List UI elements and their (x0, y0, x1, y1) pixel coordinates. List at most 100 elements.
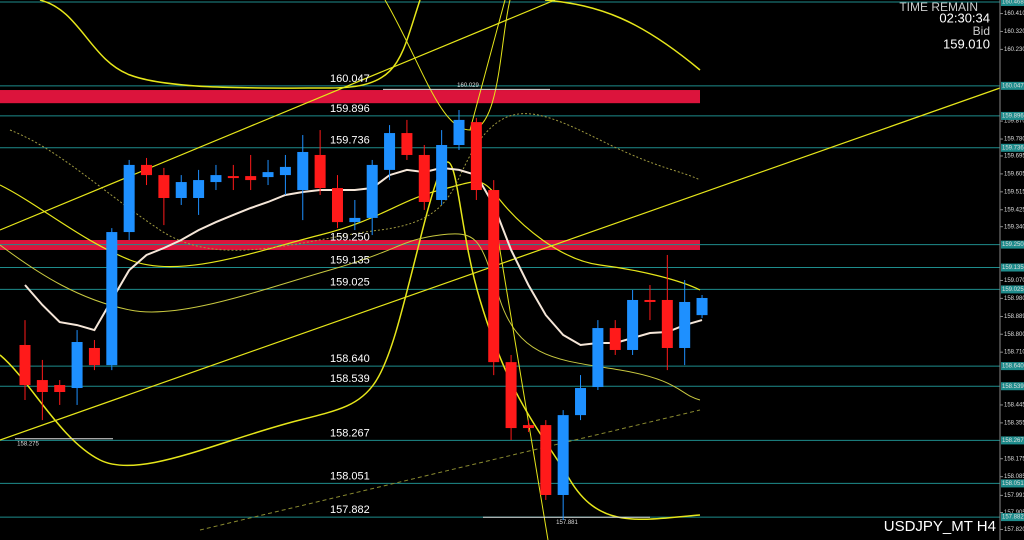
y-tick-label: 159.870 (1004, 119, 1024, 125)
candle-body (141, 164, 153, 176)
level-tag (1001, 81, 1024, 90)
y-tick-label: 158.355 (1004, 420, 1024, 426)
candle-body (193, 180, 205, 198)
candle-body (522, 425, 534, 429)
candle-body (297, 151, 309, 191)
candle-body (279, 166, 291, 176)
y-tick-label: 160.230 (1004, 47, 1024, 53)
candle-body (609, 328, 621, 350)
candle-body (505, 362, 517, 429)
y-tick-label: 158.889 (1004, 314, 1024, 320)
candle-body (557, 415, 569, 495)
candle-body (227, 176, 239, 179)
candle-body (54, 385, 66, 393)
level-tag (1001, 263, 1024, 272)
y-tick-label: 159.695 (1004, 154, 1024, 160)
candle-body (262, 172, 274, 178)
level-tag (1001, 513, 1024, 522)
candle-body (540, 425, 552, 495)
candle-body (19, 344, 31, 386)
candle-body (470, 122, 482, 191)
level-tag-label: 158.640 (1002, 364, 1024, 370)
candle-body (314, 154, 326, 189)
level-tag-label: 157.882 (1002, 515, 1024, 521)
moving-average (24, 166, 703, 347)
candle-body (88, 347, 100, 366)
level-tag-label: 159.250 (1002, 242, 1024, 248)
y-tick-label: 158.800 (1004, 332, 1024, 338)
price-zone (0, 90, 700, 104)
candle-body (418, 154, 430, 202)
level-tag (1001, 240, 1024, 249)
y-tick-label: 158.175 (1004, 456, 1024, 462)
level-label: 159.025 (330, 276, 370, 288)
level-label: 158.267 (330, 427, 370, 439)
candle-body (175, 182, 187, 198)
level-label: 160.468 (330, 0, 370, 1)
symbol: USDJPY_MT H4 (884, 518, 996, 535)
level-tag-label: 159.135 (1002, 265, 1024, 271)
marker-label: 157.881 (556, 520, 578, 526)
y-tick-label: 158.085 (1004, 474, 1024, 480)
marker-label: 158.275 (17, 441, 39, 447)
y-tick-label: 157.820 (1004, 527, 1024, 533)
level-tag (1001, 0, 1024, 6)
candle-body (245, 176, 257, 181)
candle-body (349, 217, 361, 223)
level-tag (1001, 382, 1024, 391)
y-tick-label: 159.425 (1004, 207, 1024, 213)
y-tick-label: 160.410 (1004, 11, 1024, 17)
y-tick-label: 158.980 (1004, 296, 1024, 302)
level-tag-label: 158.539 (1002, 384, 1024, 390)
y-tick-label: 158.445 (1004, 403, 1024, 409)
level-tag (1001, 362, 1024, 371)
candle-body (384, 133, 396, 170)
level-label: 159.250 (330, 232, 370, 244)
level-tag (1001, 111, 1024, 120)
level-tag (1001, 479, 1024, 488)
candle-body (210, 175, 222, 183)
candle-body (453, 119, 465, 146)
y-tick-label: 159.780 (1004, 137, 1024, 143)
y-tick-label: 159.340 (1004, 224, 1024, 230)
marker-label: 160.029 (457, 83, 479, 89)
candle-body (661, 299, 673, 348)
candle-body (401, 133, 413, 155)
candle-body (36, 380, 48, 393)
time-remaining: 02:30:34 (939, 10, 990, 25)
candle-body (123, 164, 135, 233)
y-tick-label: 159.605 (1004, 171, 1024, 177)
candle-body (679, 301, 691, 348)
level-tag-label: 158.267 (1002, 438, 1024, 444)
level-tag (1001, 285, 1024, 294)
level-label: 159.896 (330, 103, 370, 115)
level-tag-label: 159.025 (1002, 287, 1024, 293)
level-tag (1001, 436, 1024, 445)
y-tick-label: 157.905 (1004, 510, 1024, 516)
candle-body (627, 299, 639, 350)
y-tick-label: 159.515 (1004, 189, 1024, 195)
level-label: 158.539 (330, 373, 370, 385)
level-tag-label: 160.468 (1002, 0, 1024, 6)
y-tick-label: 158.710 (1004, 350, 1024, 356)
bid-price: 159.010 (943, 36, 990, 51)
level-tag (1001, 143, 1024, 152)
level-label: 158.640 (330, 353, 370, 365)
level-label: 159.736 (330, 135, 370, 147)
level-label: 159.135 (330, 254, 370, 266)
candle-body (696, 297, 708, 316)
level-tag-label: 159.896 (1002, 114, 1024, 120)
level-label: 157.882 (330, 504, 370, 516)
candle-body (644, 299, 656, 302)
y-tick-label: 160.320 (1004, 29, 1024, 35)
candle-body (331, 188, 343, 223)
y-tick-label: 159.070 (1004, 278, 1024, 284)
candle-body (71, 342, 83, 389)
level-tag-label: 160.047 (1002, 83, 1024, 89)
candle-body (106, 232, 118, 366)
candle-body (366, 164, 378, 218)
level-label: 160.047 (330, 73, 370, 85)
candle-body (488, 190, 500, 363)
y-tick-label: 157.991 (1004, 493, 1024, 499)
level-tag-label: 158.051 (1002, 481, 1024, 487)
